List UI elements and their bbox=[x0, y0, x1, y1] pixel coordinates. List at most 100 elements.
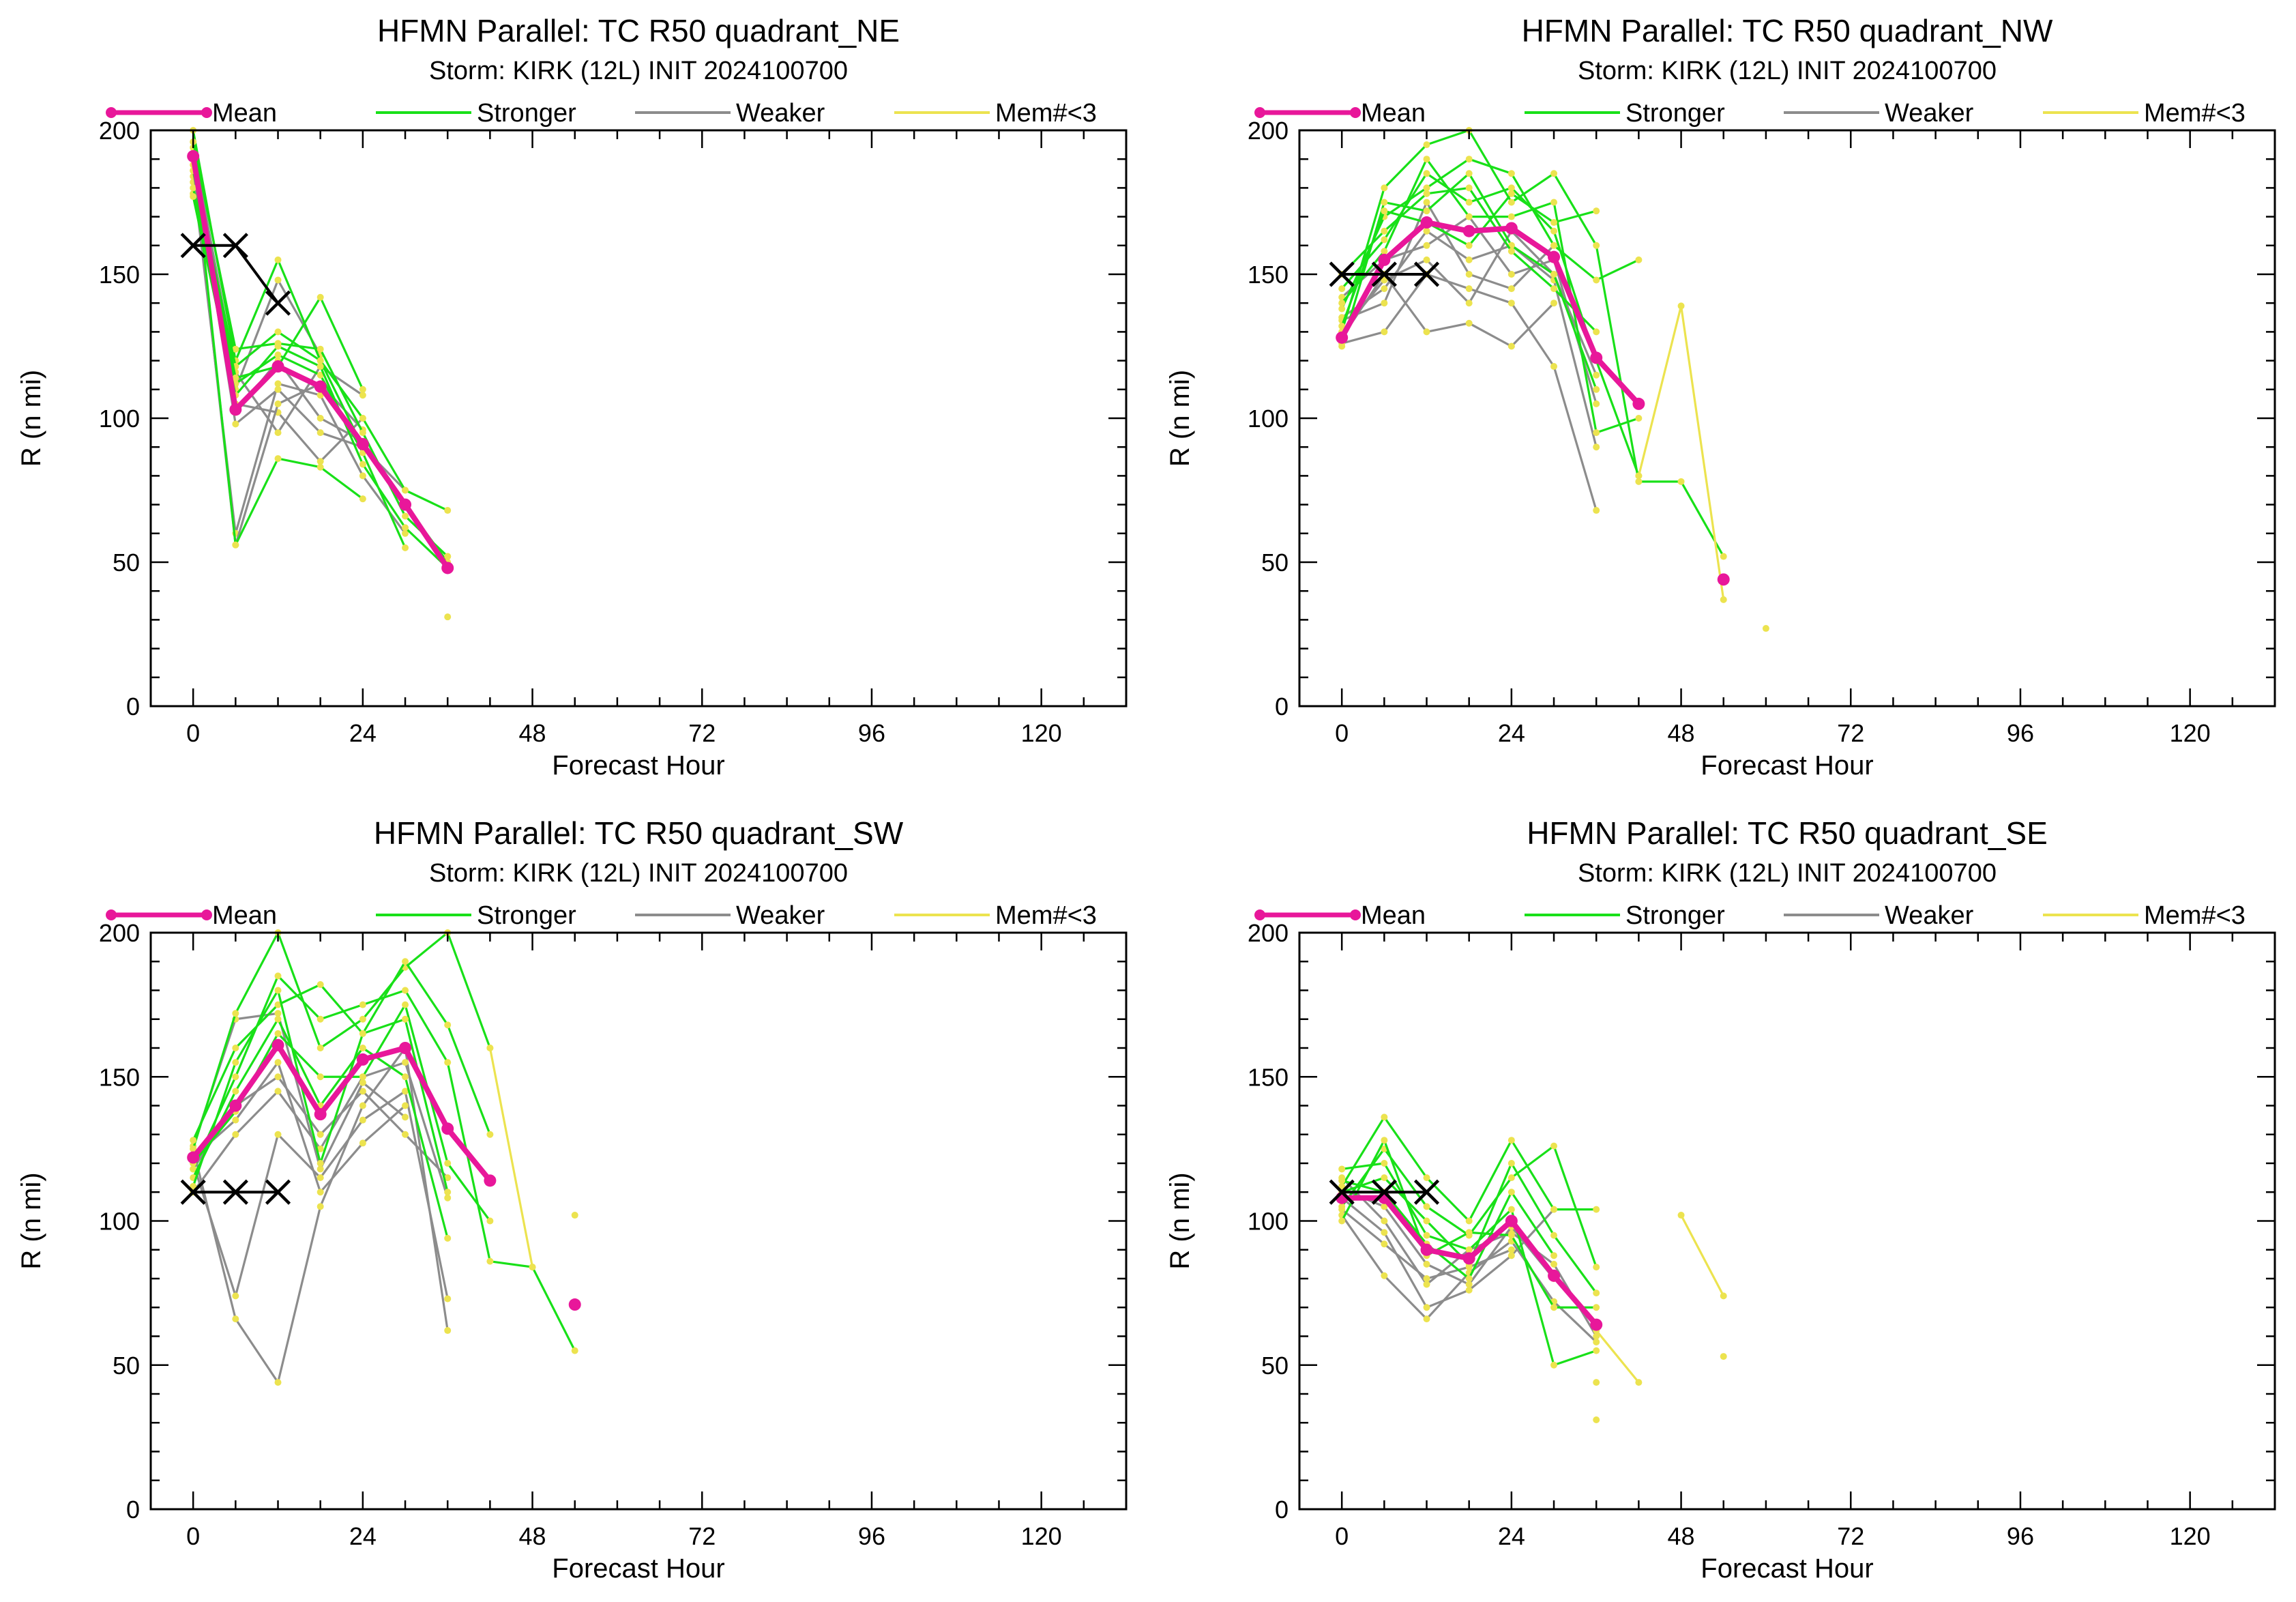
legend-label: Mem#<3 bbox=[2144, 99, 2246, 128]
x-tick-label: 96 bbox=[858, 719, 885, 747]
member-point bbox=[1465, 199, 1473, 206]
member-point bbox=[317, 429, 324, 437]
member-point bbox=[1593, 1332, 1600, 1340]
mean-point bbox=[229, 1099, 242, 1112]
chart-title: HFMN Parallel: TC R50 quadrant_SW bbox=[374, 815, 904, 851]
member-point bbox=[1423, 242, 1430, 249]
chart-title: HFMN Parallel: TC R50 quadrant_NW bbox=[1522, 13, 2053, 48]
mean-point bbox=[1505, 1214, 1518, 1227]
member-point bbox=[274, 1010, 282, 1017]
mean-point bbox=[1548, 1269, 1561, 1282]
member-point bbox=[1507, 300, 1515, 307]
observed-x-marker bbox=[222, 1179, 248, 1205]
series-line-mean bbox=[191, 1042, 492, 1182]
legend-label: Mean bbox=[212, 99, 277, 128]
x-tick-label: 96 bbox=[858, 1522, 885, 1550]
mean-point bbox=[187, 149, 200, 162]
member-point bbox=[1381, 1203, 1388, 1210]
member-point bbox=[1423, 227, 1430, 235]
member-point bbox=[1465, 213, 1473, 220]
member-point bbox=[402, 1088, 409, 1095]
member-point bbox=[190, 193, 197, 201]
member-point bbox=[359, 1001, 366, 1008]
member-point bbox=[1465, 1281, 1473, 1288]
member-point bbox=[1465, 256, 1473, 263]
member-point bbox=[444, 1189, 452, 1196]
member-point bbox=[1423, 141, 1430, 149]
y-tick-label: 50 bbox=[1261, 549, 1289, 577]
member-point bbox=[274, 351, 282, 359]
member-point bbox=[359, 1073, 366, 1081]
member-point bbox=[1465, 1217, 1473, 1225]
member-point bbox=[1550, 1252, 1558, 1259]
member-point bbox=[1381, 276, 1388, 284]
x-tick-label: 120 bbox=[1021, 719, 1062, 747]
member-point bbox=[1507, 271, 1515, 278]
member-point bbox=[1550, 1206, 1558, 1213]
member-point bbox=[402, 486, 409, 494]
member-point bbox=[274, 1073, 282, 1081]
observed-x-marker bbox=[1329, 261, 1355, 287]
data-layer bbox=[180, 127, 454, 621]
member-point bbox=[1381, 1160, 1388, 1167]
observed-x-marker bbox=[180, 233, 206, 259]
legend-label: Weaker bbox=[1885, 901, 1974, 930]
member-point bbox=[1465, 1286, 1473, 1294]
member-point bbox=[486, 1045, 494, 1051]
member-point bbox=[1550, 1142, 1558, 1150]
mean-point bbox=[1632, 397, 1645, 410]
legend-label: Mem#<3 bbox=[995, 901, 1097, 930]
member-point bbox=[1677, 1212, 1685, 1219]
series-line-mean bbox=[1339, 220, 1641, 406]
member-point bbox=[1720, 1353, 1727, 1360]
member-point bbox=[359, 461, 366, 468]
member-point bbox=[1423, 184, 1430, 192]
member-point bbox=[1507, 213, 1515, 220]
y-tick-label: 150 bbox=[99, 261, 140, 289]
member-point bbox=[1507, 1137, 1515, 1144]
series-line-stronger bbox=[1340, 158, 1639, 434]
member-point bbox=[444, 1295, 452, 1302]
member-point bbox=[1550, 271, 1558, 278]
member-point bbox=[274, 1015, 282, 1023]
member-point bbox=[1338, 300, 1346, 307]
member-point bbox=[402, 1113, 409, 1121]
legend-label: Weaker bbox=[1885, 99, 1974, 128]
member-point bbox=[1507, 248, 1515, 255]
member-point bbox=[1465, 156, 1473, 163]
chart-panel-3: HFMN Parallel: TC R50 quadrant_SE Storm: … bbox=[1165, 815, 2276, 1584]
member-point bbox=[1381, 248, 1388, 255]
member-point bbox=[359, 1116, 366, 1124]
member-point bbox=[359, 1015, 366, 1023]
x-tick-label: 72 bbox=[688, 719, 716, 747]
mean-point bbox=[1420, 1243, 1433, 1256]
member-point bbox=[1550, 1260, 1558, 1268]
member-point bbox=[274, 987, 282, 994]
y-tick-label: 200 bbox=[1248, 919, 1289, 947]
y-tick-label: 150 bbox=[1248, 261, 1289, 289]
member-point bbox=[274, 328, 282, 336]
member-point bbox=[190, 1182, 197, 1190]
member-point bbox=[1381, 1240, 1388, 1248]
member-point bbox=[1381, 1217, 1388, 1225]
member-point bbox=[1423, 170, 1430, 177]
x-tick-label: 0 bbox=[1335, 719, 1349, 747]
member-point bbox=[1423, 1174, 1430, 1182]
member-point bbox=[1423, 1260, 1430, 1268]
member-point bbox=[1465, 1229, 1473, 1236]
member-point bbox=[274, 1030, 282, 1037]
member-point bbox=[1720, 553, 1727, 560]
member-point bbox=[444, 1194, 452, 1202]
x-tick-label: 0 bbox=[1335, 1522, 1349, 1550]
y-tick-label: 0 bbox=[126, 1496, 140, 1524]
member-point bbox=[1423, 1232, 1430, 1239]
member-point bbox=[232, 374, 239, 381]
member-point bbox=[1465, 184, 1473, 192]
member-point bbox=[1381, 184, 1388, 192]
member-point bbox=[1507, 285, 1515, 293]
member-point bbox=[317, 1015, 324, 1023]
x-tick-label: 24 bbox=[1498, 719, 1525, 747]
y-tick-label: 50 bbox=[113, 549, 140, 577]
member-point bbox=[190, 1165, 197, 1173]
member-point bbox=[1507, 1174, 1515, 1182]
